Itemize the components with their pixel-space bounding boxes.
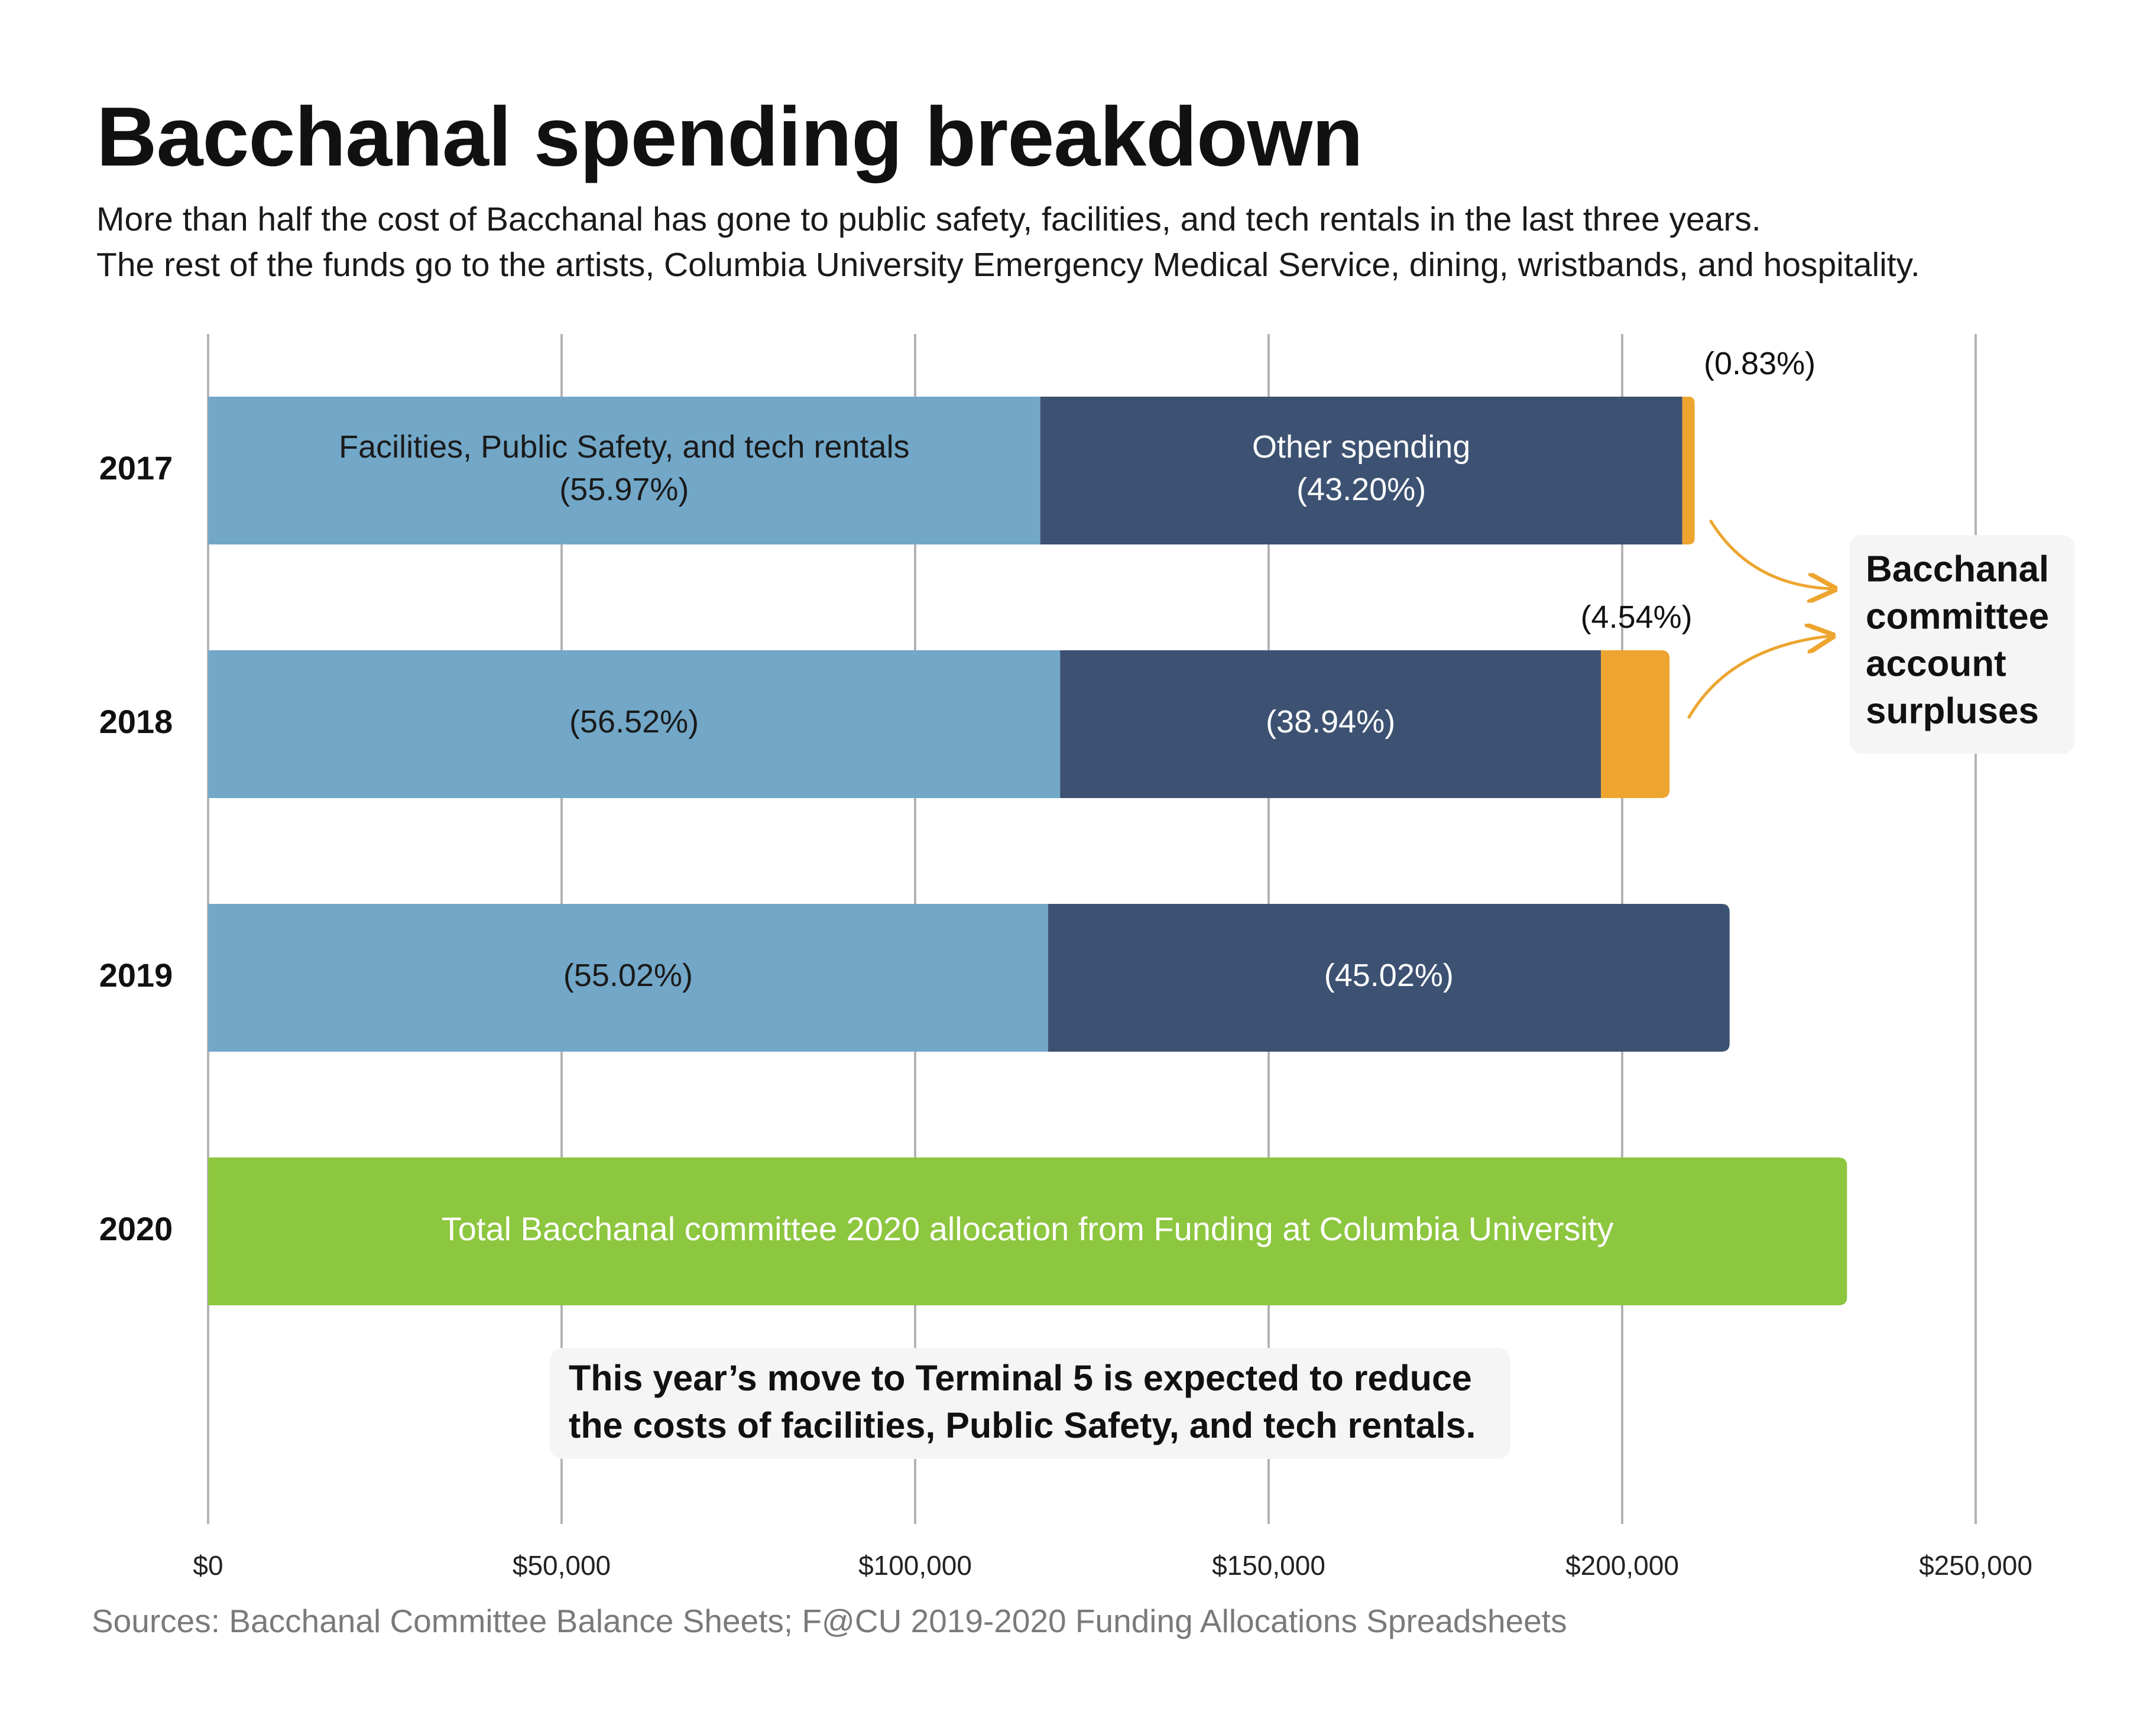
surplus-label: (4.54%) bbox=[1581, 599, 1693, 635]
surplus-callout-box bbox=[1849, 535, 2075, 754]
bar-segment-facilities bbox=[208, 397, 1040, 544]
surplus-label: (0.83%) bbox=[1704, 346, 1815, 381]
bar-label-facilities: (55.02%) bbox=[563, 958, 693, 993]
chart-subtitle-line-2: The rest of the funds go to the artists,… bbox=[96, 246, 1920, 284]
x-tick-label: $250,000 bbox=[1919, 1550, 2032, 1581]
surplus-callout-text: Bacchanal committee account surpluses bbox=[1866, 549, 2049, 731]
bar-segment-allocation bbox=[208, 1157, 1847, 1305]
x-tick-label: $200,000 bbox=[1565, 1550, 1679, 1581]
source-note: Sources: Bacchanal Committee Balance She… bbox=[92, 1603, 1567, 1639]
bar-segment-other bbox=[1040, 397, 1682, 544]
bar-label-facilities: Facilities, Public Safety, and tech rent… bbox=[339, 429, 909, 507]
bar-segment-facilities bbox=[208, 904, 1048, 1052]
x-tick-label: $0 bbox=[193, 1550, 223, 1581]
bar-label-other: Other spending (43.20%) bbox=[1252, 429, 1470, 507]
terminal-note-box bbox=[550, 1348, 1510, 1459]
bars: 2017 Facilities, Public Safety, and tech … bbox=[99, 346, 1847, 1305]
chart-subtitle-line-1: More than half the cost of Bacchanal has… bbox=[96, 200, 1761, 238]
bar-segment-facilities bbox=[208, 650, 1061, 798]
bar-segment-surplus bbox=[1601, 650, 1670, 798]
bar-label-other: (38.94%) bbox=[1266, 704, 1395, 740]
year-label: 2018 bbox=[99, 703, 173, 740]
x-tick-label: $150,000 bbox=[1212, 1550, 1325, 1581]
chart-title: Bacchanal spending breakdown bbox=[96, 90, 1363, 184]
callout-arrow-2017 bbox=[1708, 519, 1831, 589]
bar-segment-other bbox=[1060, 650, 1601, 798]
bar-segment-other bbox=[1048, 904, 1730, 1052]
year-label: 2017 bbox=[99, 449, 173, 487]
bar-label-other: (45.02%) bbox=[1324, 958, 1454, 993]
terminal-note-text: This year’s move to Terminal 5 is expect… bbox=[569, 1358, 1476, 1445]
year-label: 2019 bbox=[99, 956, 173, 994]
year-label: 2020 bbox=[99, 1210, 173, 1247]
bar-label-allocation: Total Bacchanal committee 2020 allocatio… bbox=[442, 1210, 1614, 1247]
bar-label-facilities: (56.52%) bbox=[569, 704, 699, 740]
x-tick-label: $50,000 bbox=[513, 1550, 611, 1581]
x-tick-label: $100,000 bbox=[858, 1550, 972, 1581]
callout-arrow-2018 bbox=[1687, 636, 1830, 719]
bar-segment-surplus bbox=[1682, 397, 1695, 544]
annotations: Bacchanal committee account surpluses This y… bbox=[550, 519, 2075, 1459]
